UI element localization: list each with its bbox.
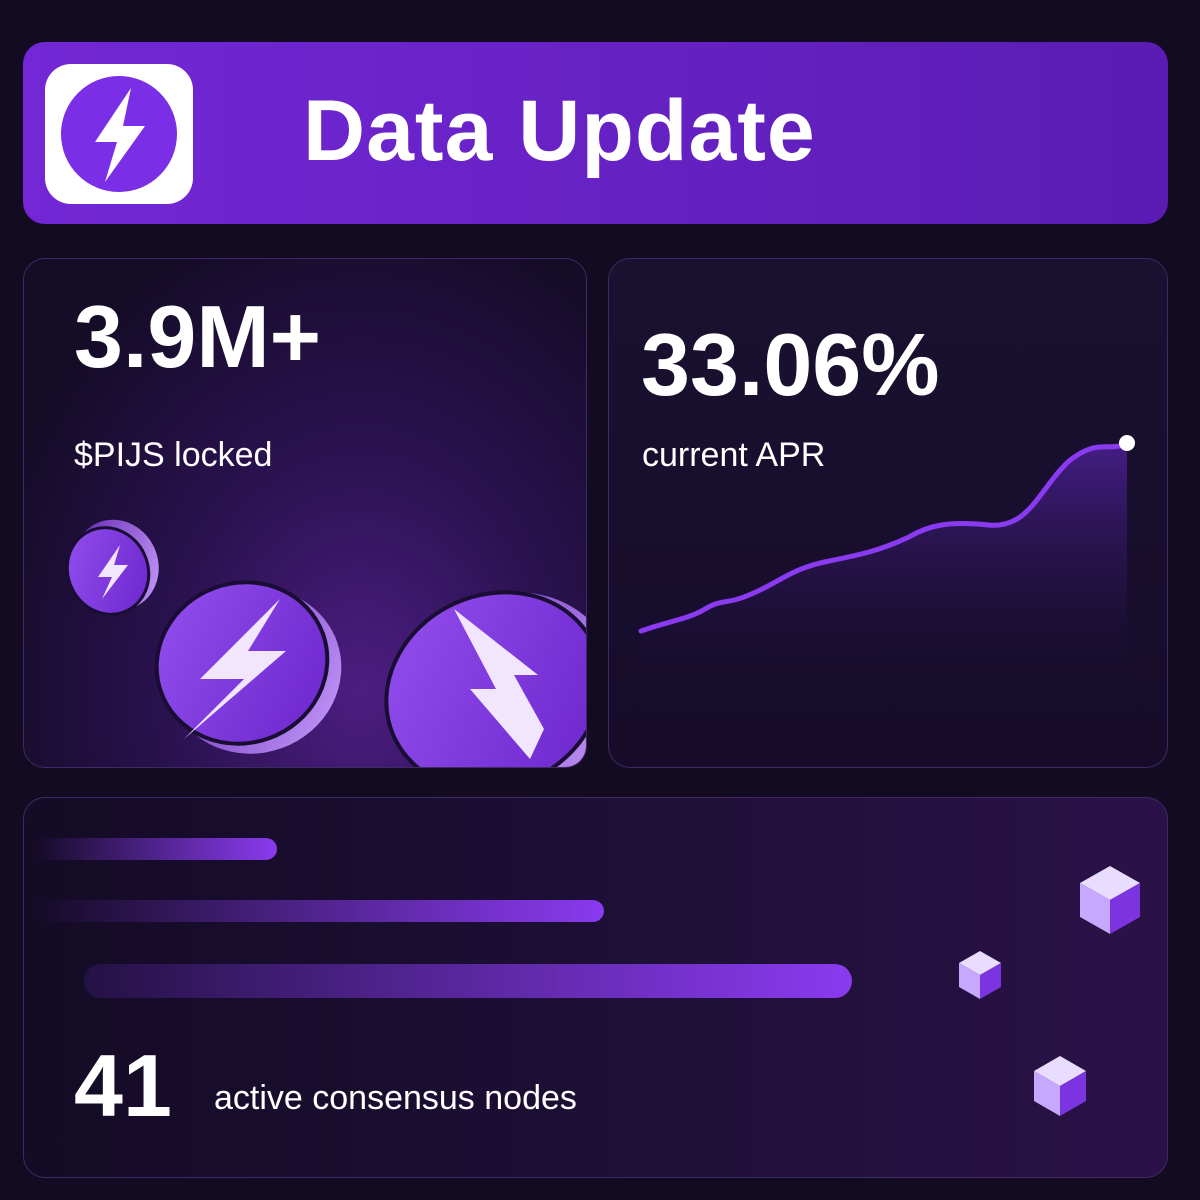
apr-end-point <box>1119 435 1135 451</box>
apr-label: current APR <box>642 436 826 474</box>
progress-bar-short <box>34 838 277 860</box>
nodes-stat-card: 41 active consensus nodes <box>23 797 1168 1178</box>
apr-line <box>638 440 1130 634</box>
nodes-label: active consensus nodes <box>214 1079 577 1117</box>
nodes-value: 41 <box>74 1036 172 1135</box>
coin-medium-icon <box>154 580 342 754</box>
apr-trend-chart <box>638 435 1135 699</box>
coin-small-icon <box>65 519 159 616</box>
locked-value: 3.9M+ <box>74 287 322 386</box>
locked-label: $PIJS locked <box>74 436 273 474</box>
cube-medium-icon <box>1034 1056 1086 1116</box>
lightning-icon <box>61 76 177 192</box>
locked-stat-card: 3.9M+ $PIJS locked <box>23 258 587 768</box>
progress-bar-medium <box>34 900 604 922</box>
apr-area <box>641 443 1127 699</box>
cube-large-icon <box>1080 866 1140 934</box>
header-banner: Data Update <box>23 42 1168 224</box>
page-title: Data Update <box>303 83 816 179</box>
apr-stat-card: 33.06% current APR <box>608 258 1168 768</box>
cubes-illustration <box>959 866 1140 1116</box>
cube-small-icon <box>959 951 1001 999</box>
coins-illustration <box>65 519 586 767</box>
progress-bar-long <box>84 964 852 998</box>
apr-value: 33.06% <box>641 315 940 414</box>
app-logo <box>45 64 193 204</box>
coin-large-icon <box>384 590 586 767</box>
